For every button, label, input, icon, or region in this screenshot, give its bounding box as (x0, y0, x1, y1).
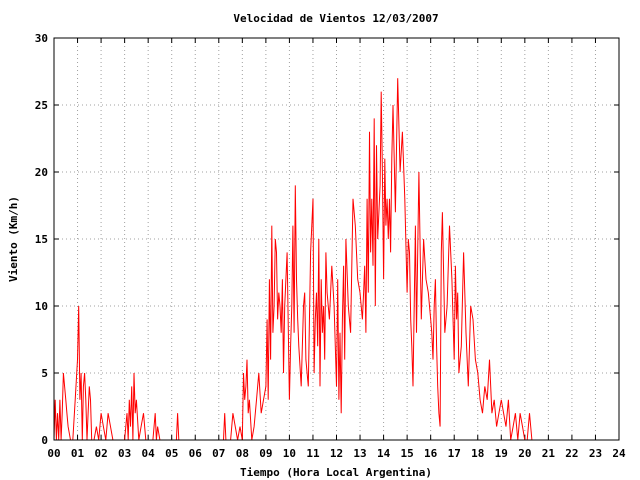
x-tick-label: 18 (471, 447, 484, 460)
x-tick-label: 11 (306, 447, 320, 460)
x-axis-label: Tiempo (Hora Local Argentina) (240, 466, 432, 479)
chart-title: Velocidad de Vientos 12/03/2007 (233, 12, 438, 25)
y-tick-label: 20 (35, 166, 48, 179)
wind-series-line (53, 78, 533, 441)
x-tick-label: 04 (142, 447, 156, 460)
x-tick-label: 14 (377, 447, 391, 460)
y-tick-label: 10 (35, 300, 48, 313)
x-tick-label: 00 (47, 447, 60, 460)
x-tick-label: 17 (448, 447, 461, 460)
x-tick-label: 20 (518, 447, 531, 460)
y-axis-label: Viento (Km/h) (7, 196, 20, 282)
x-tick-label: 16 (424, 447, 438, 460)
x-tick-label: 13 (353, 447, 366, 460)
x-tick-label: 12 (330, 447, 343, 460)
y-tick-label: 15 (35, 233, 48, 246)
x-tick-label: 10 (283, 447, 296, 460)
x-tick-label: 24 (612, 447, 626, 460)
y-tick-label: 5 (41, 367, 48, 380)
y-tick-label: 30 (35, 32, 48, 45)
x-tick-labels: 00 01 02 03 04 05 06 07 08 09 10 11 12 13 14 15 16 17 18 19… (47, 447, 626, 460)
plot-frame (53, 37, 620, 441)
x-tick-label: 02 (94, 447, 107, 460)
series-layer (53, 78, 533, 441)
y-tick-label: 25 (35, 99, 48, 112)
y-tick-label: 0 (41, 434, 48, 447)
y-tick-labels: 0 5 10 15 20 25 30 (35, 32, 48, 447)
x-tick-label: 21 (542, 447, 556, 460)
x-tick-label: 01 (71, 447, 85, 460)
x-tick-label: 05 (165, 447, 178, 460)
x-tick-label: 15 (401, 447, 414, 460)
x-tick-label: 23 (589, 447, 602, 460)
x-tick-label: 08 (236, 447, 249, 460)
x-tick-label: 09 (259, 447, 272, 460)
x-tick-label: 07 (212, 447, 225, 460)
x-tick-label: 22 (565, 447, 578, 460)
x-tick-label: 06 (189, 447, 203, 460)
x-tick-label: 03 (118, 447, 131, 460)
x-tick-label: 19 (495, 447, 508, 460)
